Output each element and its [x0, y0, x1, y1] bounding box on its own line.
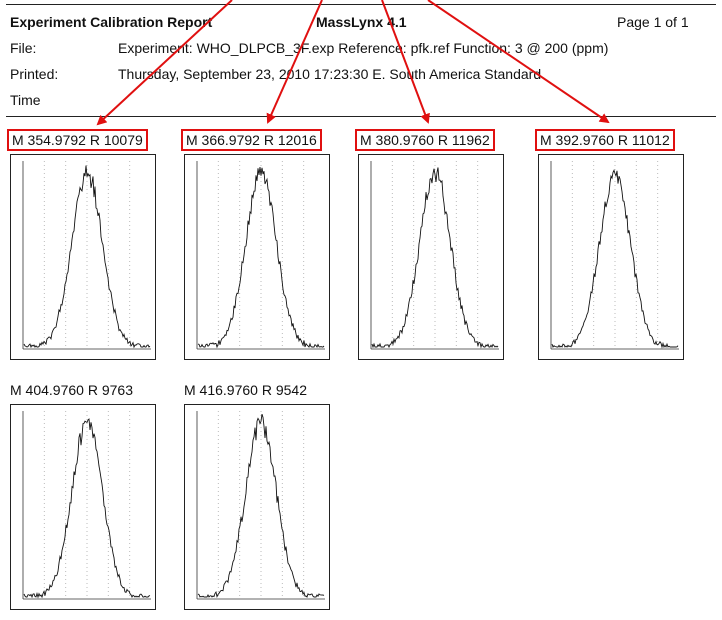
peak-line [197, 167, 325, 349]
software-name: MassLynx 4.1 [316, 14, 407, 30]
calibration-panel: M 380.9760 R 11962 [355, 129, 506, 362]
header-rule [6, 116, 716, 117]
peak-trace [22, 161, 151, 350]
panel-mass-label: M 366.9792 R 12016 [181, 129, 322, 151]
top-rule [6, 4, 716, 5]
page-number: Page 1 of 1 [617, 14, 689, 30]
peak-line [197, 413, 325, 598]
peak-plot-frame [10, 404, 156, 610]
peak-plot-frame [538, 154, 684, 360]
peak-plot-frame [184, 404, 330, 610]
time-label: Time [10, 92, 41, 108]
peak-line [551, 169, 679, 349]
peak-trace [370, 161, 499, 350]
printed-value: Thursday, September 23, 2010 17:23:30 E.… [118, 66, 542, 82]
panel-mass-label: M 380.9760 R 11962 [355, 129, 495, 151]
report-header: Experiment Calibration Report MassLynx 4… [0, 0, 722, 120]
peak-trace [22, 411, 151, 600]
calibration-panel: M 416.9760 R 9542 [182, 380, 332, 612]
panel-mass-label: M 354.9792 R 10079 [7, 129, 148, 151]
peak-trace [550, 161, 679, 350]
file-value: Experiment: WHO_DLPCB_3F.exp Reference: … [118, 40, 609, 56]
peak-plot-frame [358, 154, 504, 360]
peak-plot-frame [10, 154, 156, 360]
calibration-panel: M 366.9792 R 12016 [181, 129, 332, 362]
calibration-panel: M 404.9760 R 9763 [8, 380, 158, 612]
printed-label: Printed: [10, 66, 59, 82]
calibration-panel: M 392.9760 R 11012 [535, 129, 686, 362]
peak-plot-frame [184, 154, 330, 360]
report-title: Experiment Calibration Report [10, 14, 213, 30]
calibration-panel: M 354.9792 R 10079 [7, 129, 158, 362]
file-label: File: [10, 40, 37, 56]
panel-mass-label: M 404.9760 R 9763 [10, 382, 133, 398]
peak-trace [196, 161, 325, 350]
peak-trace [196, 411, 325, 600]
panel-mass-label: M 416.9760 R 9542 [184, 382, 307, 398]
peak-line [23, 165, 151, 349]
peak-line [23, 418, 151, 599]
peak-line [371, 167, 499, 349]
panel-mass-label: M 392.9760 R 11012 [535, 129, 675, 151]
